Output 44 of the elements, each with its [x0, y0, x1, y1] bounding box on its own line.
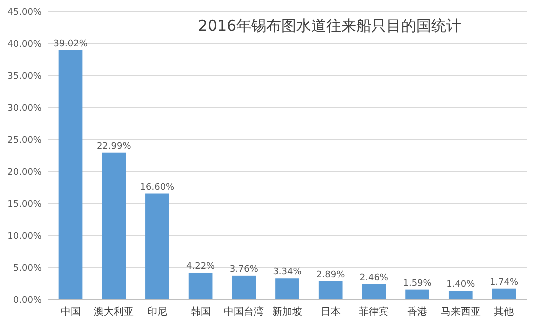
bar: [276, 278, 300, 300]
x-tick-label: 新加坡: [272, 306, 302, 318]
data-label: 3.34%: [273, 268, 302, 278]
bar: [492, 288, 516, 300]
data-label: 22.99%: [96, 142, 132, 152]
data-label: 16.60%: [140, 182, 176, 193]
y-tick-label: 30.00%: [8, 104, 42, 114]
data-label: 4.22%: [186, 262, 216, 272]
bar: [232, 276, 256, 300]
bar: [362, 284, 386, 300]
data-label: 1.59%: [403, 278, 432, 289]
y-tick-label: 20.00%: [8, 168, 42, 178]
y-tick-label: 5.00%: [13, 264, 42, 274]
bar: [448, 291, 473, 300]
bar: [406, 290, 430, 300]
data-label: 2.46%: [360, 273, 389, 284]
data-label: 1.74%: [490, 278, 519, 288]
x-tick-label: 中国: [60, 306, 81, 318]
bar: [58, 50, 83, 300]
x-tick-label: 印尼: [147, 306, 168, 318]
bar: [146, 194, 170, 300]
y-tick-label: 10.00%: [8, 232, 42, 242]
x-tick-label: 澳大利亚: [94, 306, 134, 318]
y-tick-label: 0.00%: [13, 296, 42, 306]
x-tick-label: 其他: [494, 306, 514, 318]
y-tick-label: 40.00%: [8, 40, 42, 50]
y-tick-label: 35.00%: [8, 72, 42, 82]
bar: [188, 272, 213, 300]
x-tick-label: 韩国: [190, 306, 211, 318]
y-tick-label: 25.00%: [8, 136, 42, 146]
x-tick-label: 中国台湾: [224, 306, 264, 318]
data-label: 39.02%: [54, 39, 88, 50]
bar: [318, 282, 343, 300]
bar: [102, 152, 126, 300]
data-label: 3.76%: [230, 264, 259, 275]
y-tick-label: 45.00%: [8, 8, 42, 18]
data-label: 1.40%: [446, 280, 476, 290]
x-tick-label: 香港: [408, 306, 428, 318]
x-tick-label: 马来西亚: [440, 306, 481, 318]
x-tick-label: 菲律宾: [359, 306, 390, 318]
y-tick-label: 15.00%: [8, 200, 42, 210]
chart-title: 2016年锡布图水道往来船只目的国统计: [198, 17, 462, 35]
x-tick-label: 日本: [320, 306, 341, 318]
data-label: 2.89%: [316, 270, 346, 281]
